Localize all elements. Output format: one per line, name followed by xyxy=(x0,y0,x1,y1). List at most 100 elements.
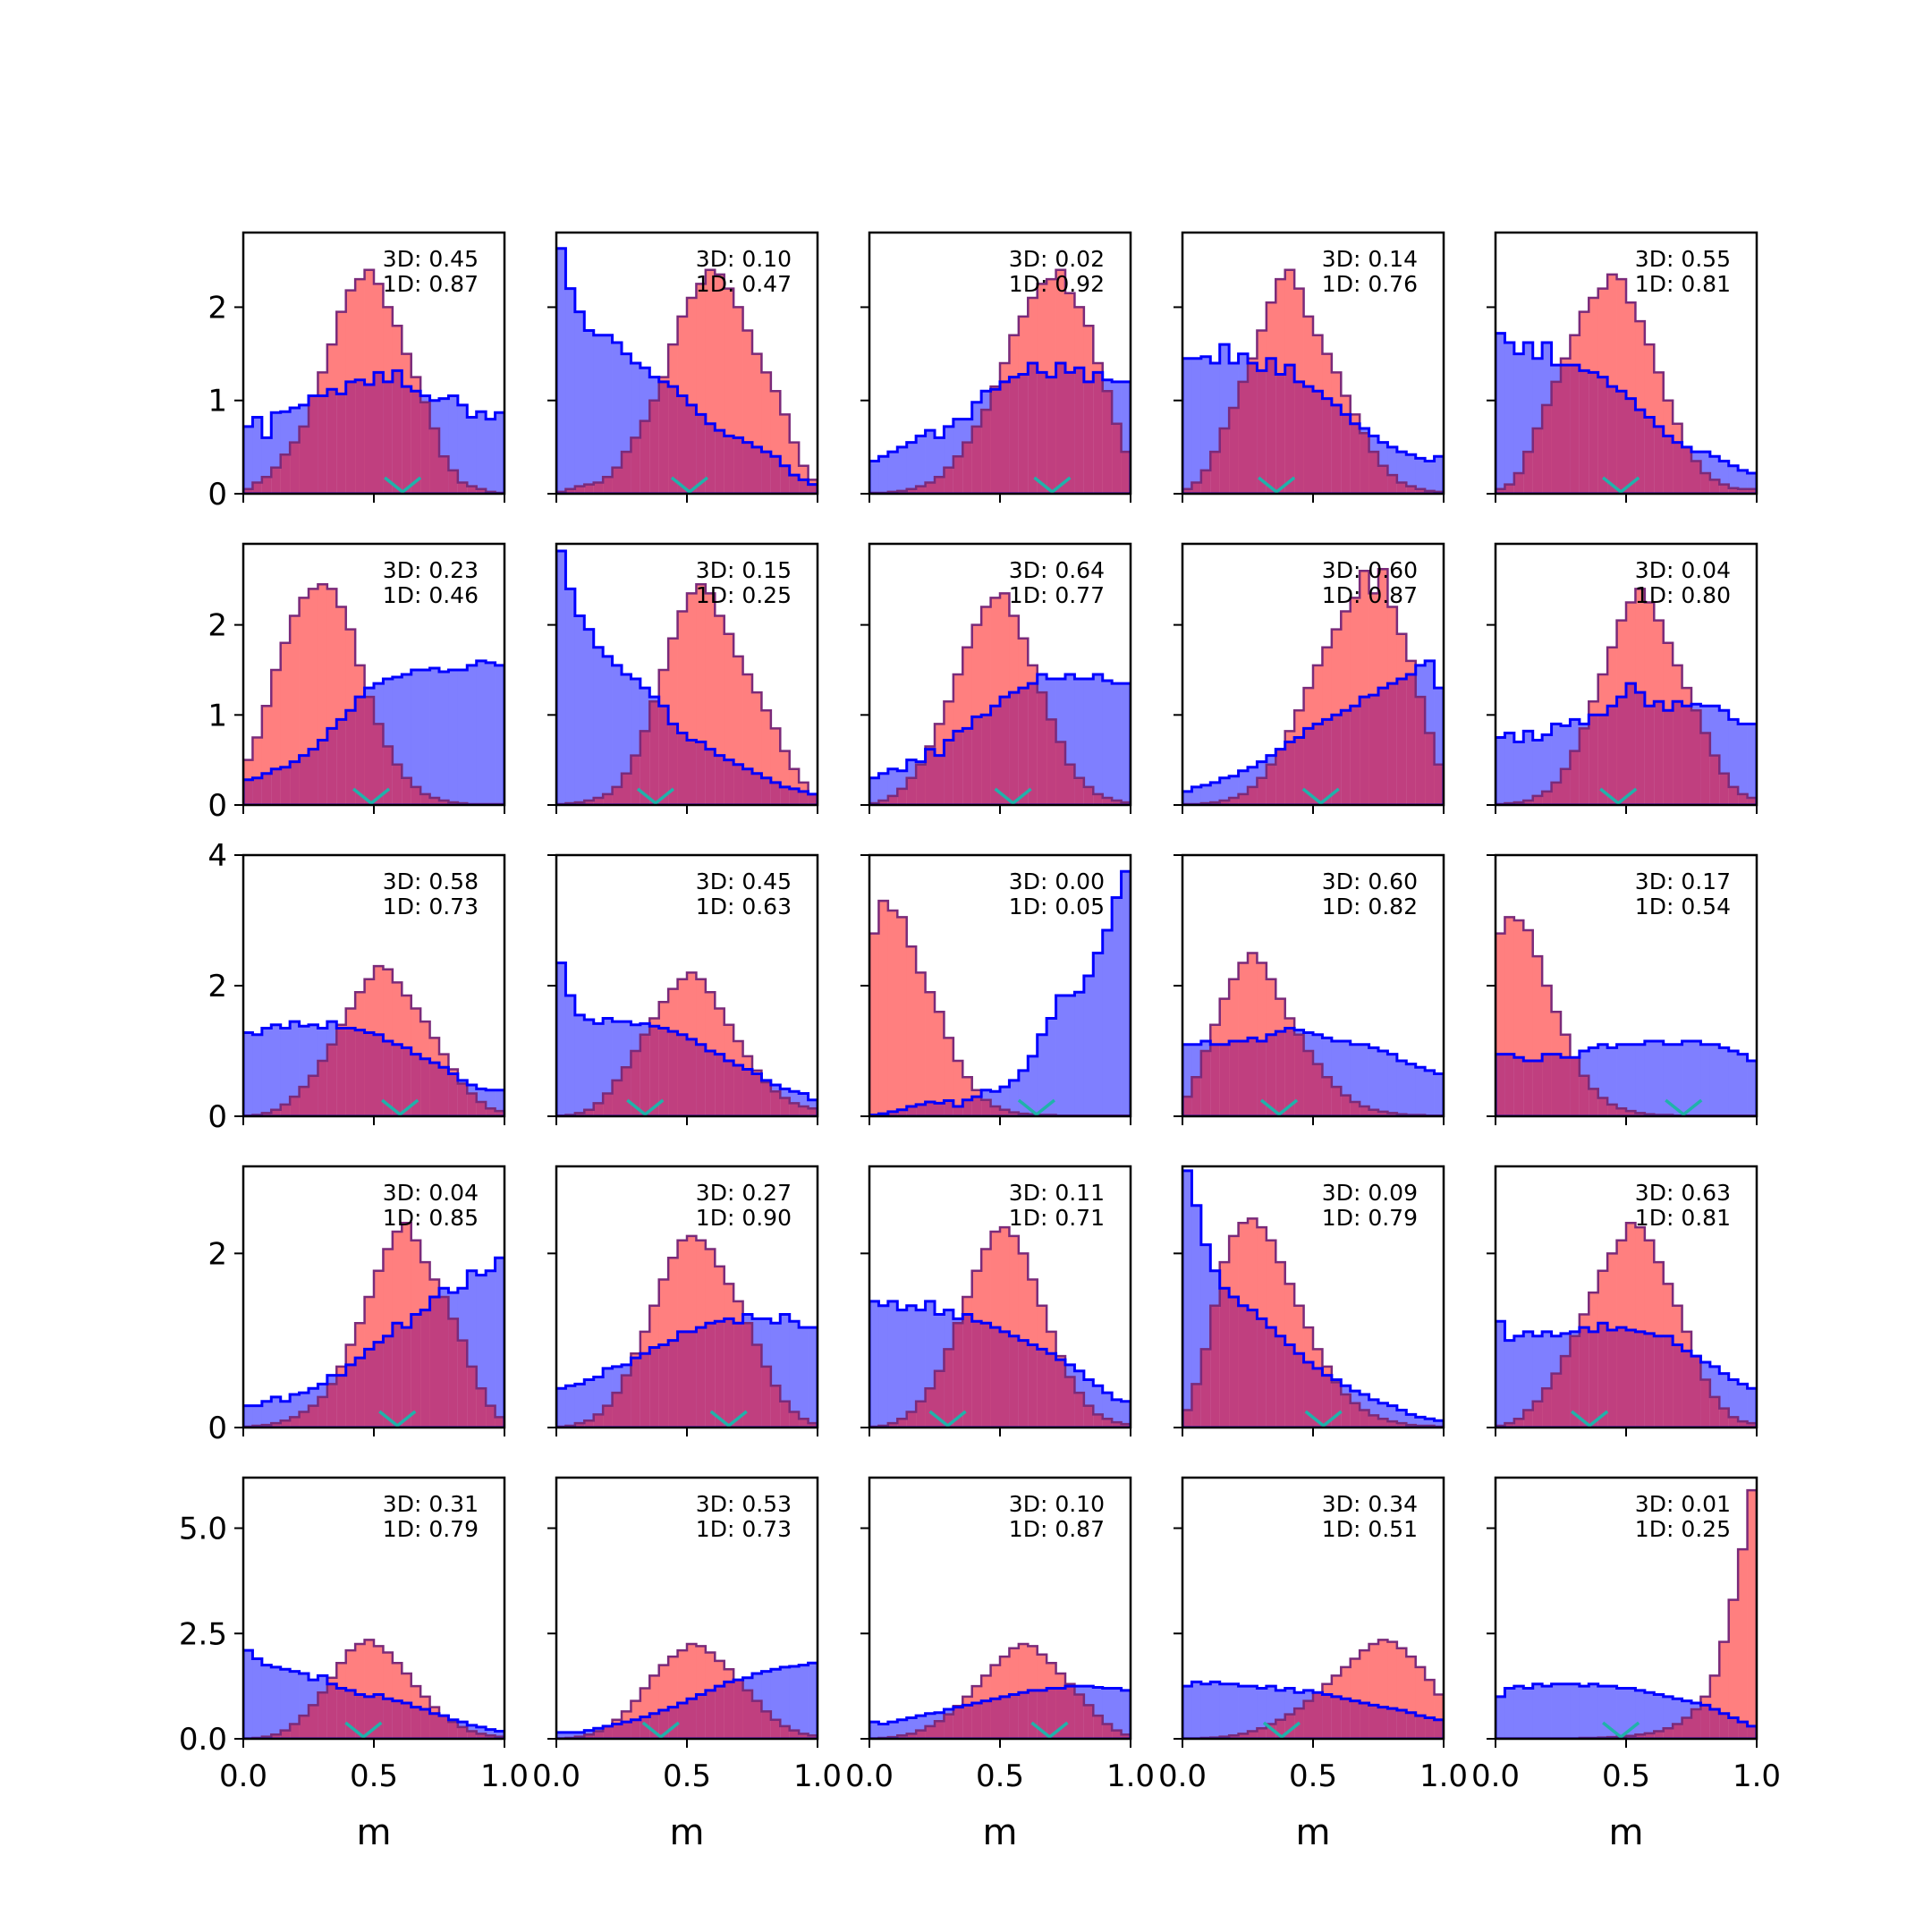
overlap-bar xyxy=(1691,1709,1701,1739)
annotation-3d: 3D: 0.17 xyxy=(1635,869,1731,894)
overlap-bar xyxy=(420,1058,430,1116)
overlap-bar xyxy=(448,1722,459,1739)
red-outline xyxy=(1496,273,1757,494)
red-bar xyxy=(252,737,263,805)
overlap-bar xyxy=(897,1109,908,1116)
overlap-bar xyxy=(696,1044,707,1116)
blue-bar xyxy=(906,1305,917,1428)
overlap-bar xyxy=(761,452,772,494)
overlap-bar xyxy=(696,741,707,805)
overlap-bar xyxy=(677,395,688,494)
overlap-bar xyxy=(402,386,412,494)
overlap-bar xyxy=(677,1702,688,1739)
overlap-bar xyxy=(1046,719,1056,805)
blue-bar xyxy=(1200,784,1211,805)
overlap-bar xyxy=(640,1716,650,1739)
overlap-bar xyxy=(1018,688,1029,805)
overlap-bar xyxy=(1663,710,1674,805)
annotation-1d: 1D: 0.54 xyxy=(1635,894,1731,919)
overlap-bar xyxy=(925,749,936,805)
overlap-bar xyxy=(1700,473,1711,494)
red-outline xyxy=(1182,567,1444,805)
red-bar xyxy=(1350,1658,1360,1739)
blue-bar xyxy=(290,1394,300,1428)
red-outline xyxy=(243,583,504,805)
blue-bar xyxy=(556,1388,566,1428)
blue-bar xyxy=(799,1665,809,1739)
overlap-bar xyxy=(1083,1405,1094,1428)
overlap-bar xyxy=(261,477,272,494)
overlap-bar xyxy=(290,1097,300,1116)
plot-area xyxy=(869,1225,1131,1428)
overlap-bar xyxy=(649,1713,660,1739)
overlap-bar xyxy=(1644,1333,1655,1428)
annotation-3d: 3D: 0.45 xyxy=(383,246,479,272)
overlap-bar xyxy=(1000,1109,1010,1116)
overlap-bar xyxy=(971,716,982,805)
blue-outline xyxy=(869,1300,1131,1428)
overlap-bar xyxy=(345,1690,356,1739)
blue-bar xyxy=(1046,1018,1056,1116)
red-bar xyxy=(705,269,716,494)
overlap-bar xyxy=(1275,1335,1286,1428)
overlap-bar xyxy=(724,1682,734,1739)
overlap-bar xyxy=(1284,741,1295,805)
annotation-3d: 3D: 0.27 xyxy=(696,1180,792,1206)
overlap-bar xyxy=(1266,1327,1276,1428)
overlap-bar xyxy=(658,1028,669,1116)
overlap-bar xyxy=(429,428,440,494)
annotation-1d: 1D: 0.63 xyxy=(696,894,792,919)
blue-bar xyxy=(808,1327,818,1428)
overlap-bar xyxy=(1303,728,1314,805)
overlap-bar xyxy=(1654,1731,1665,1739)
overlap-bar xyxy=(724,1060,734,1116)
overlap-bar xyxy=(962,1314,973,1428)
overlap-bar xyxy=(808,1108,818,1116)
mean-marker xyxy=(1033,476,1072,494)
overlap-bar xyxy=(1673,1344,1682,1428)
red-bar xyxy=(318,584,328,805)
overlap-bar xyxy=(1378,1419,1388,1428)
red-bar xyxy=(402,1223,412,1428)
overlap-bar xyxy=(1257,370,1267,494)
overlap-bar xyxy=(392,1044,402,1116)
overlap-bar xyxy=(1191,1077,1202,1116)
overlap-bar xyxy=(1200,1349,1211,1428)
blue-bar xyxy=(1542,1331,1552,1428)
blue-bar xyxy=(1747,724,1757,805)
red-bar xyxy=(715,274,725,494)
red-bar xyxy=(1350,597,1360,805)
plot-area xyxy=(556,1642,818,1739)
overlap-bar xyxy=(916,1730,926,1739)
red-bar xyxy=(705,593,716,805)
overlap-bar xyxy=(1728,1717,1739,1739)
overlap-bar xyxy=(715,1054,725,1116)
blue-bar xyxy=(906,1717,917,1739)
red-outline xyxy=(869,592,1131,805)
red-bar xyxy=(1415,1666,1426,1739)
overlap-bar xyxy=(1219,428,1230,494)
annotation-3d: 3D: 0.10 xyxy=(696,246,792,272)
overlap-bar xyxy=(1000,1331,1010,1428)
blue-bar xyxy=(1121,1690,1131,1739)
blue-bar xyxy=(1532,358,1543,494)
blue-bar xyxy=(1700,1044,1711,1116)
blue-bar xyxy=(1182,1044,1192,1116)
blue-bar xyxy=(1589,1047,1599,1116)
red-bar xyxy=(1644,602,1655,805)
blue-bar xyxy=(1121,1401,1131,1428)
overlap-bar xyxy=(962,728,973,805)
red-bar xyxy=(733,307,743,494)
overlap-bar xyxy=(1284,365,1295,494)
overlap-bar xyxy=(677,733,688,805)
overlap-bar xyxy=(1341,1394,1352,1428)
overlap-bar xyxy=(1065,1377,1075,1428)
blue-bar xyxy=(1009,1080,1020,1116)
blue-bar xyxy=(252,1034,263,1116)
annotation-1d: 1D: 0.76 xyxy=(1322,271,1418,297)
overlap-bar xyxy=(1313,1063,1323,1116)
overlap-bar xyxy=(724,1318,734,1428)
red-bar xyxy=(280,642,291,805)
